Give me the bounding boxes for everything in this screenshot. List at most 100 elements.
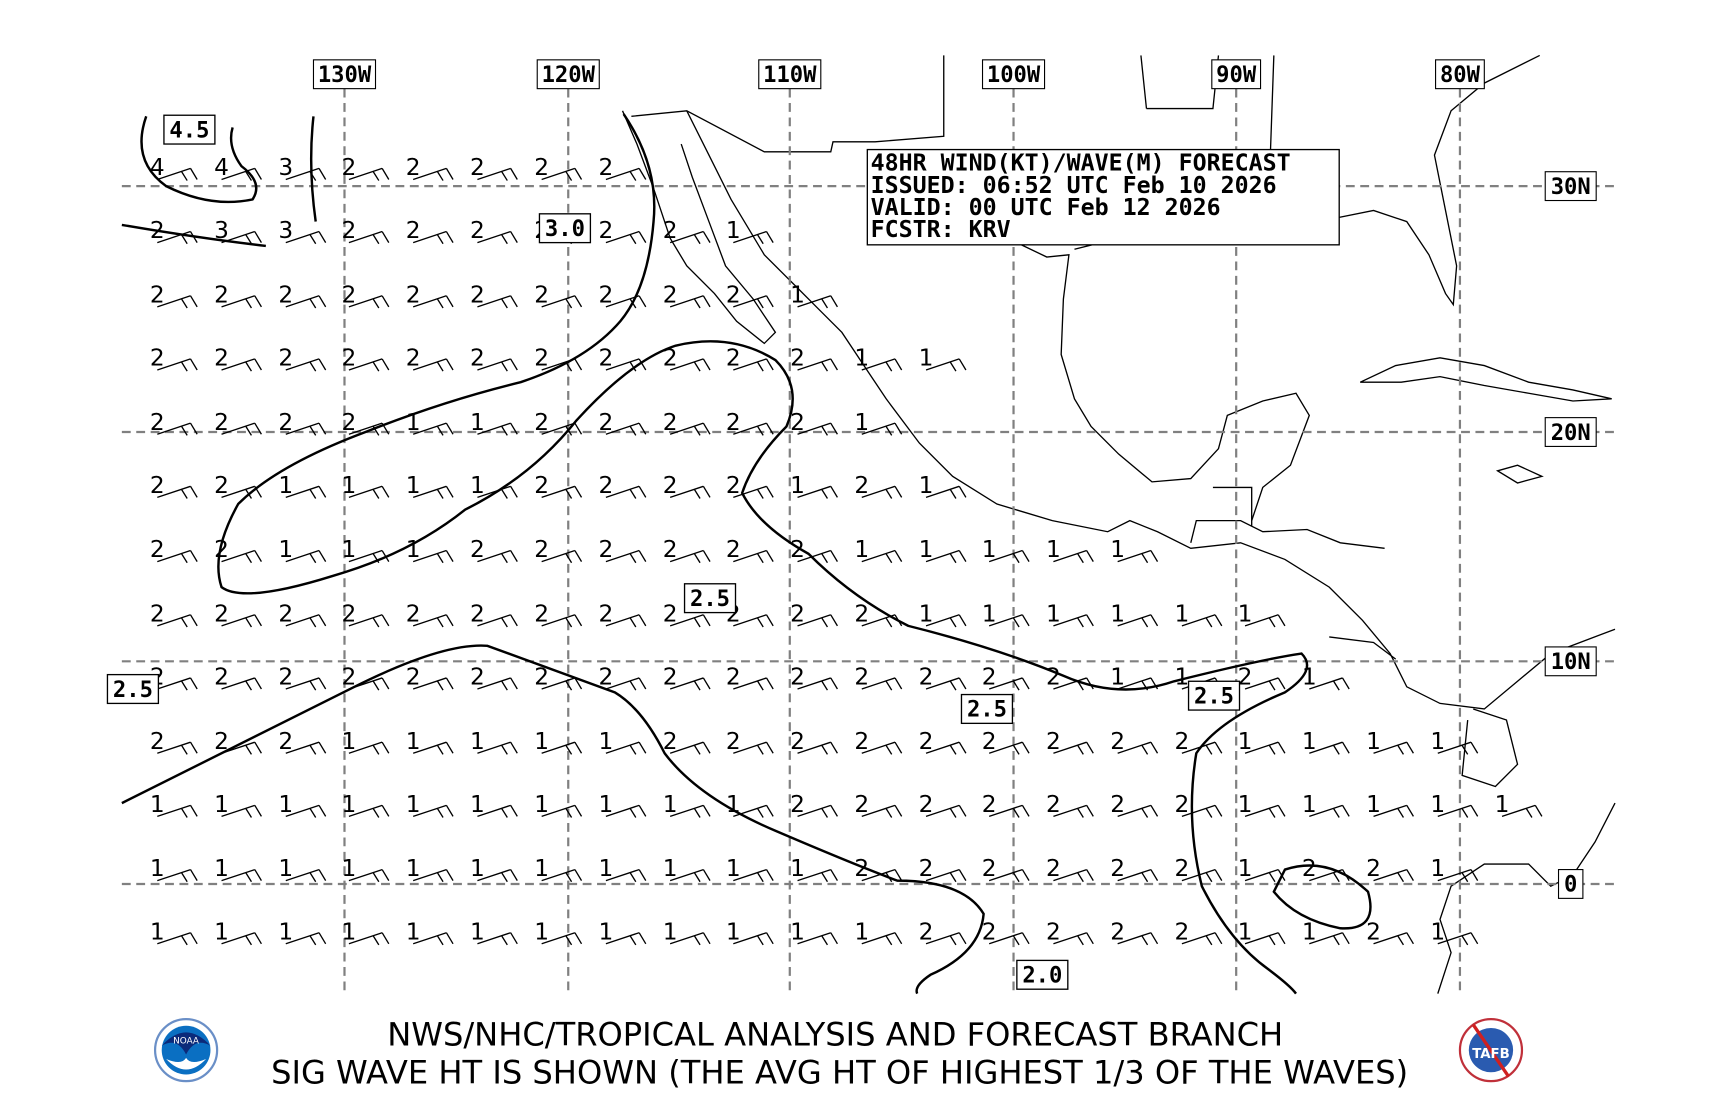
wave-height-value: 1	[919, 345, 934, 372]
lon-label-box	[758, 59, 822, 90]
wind-barb	[412, 167, 454, 181]
wind-barb	[1181, 614, 1223, 628]
wind-barb	[1244, 614, 1286, 628]
wave-height-value: 2	[150, 217, 165, 244]
contour-labels: 4.5 3.0 2.5 2.5 2.5 2.5 2.0	[106, 114, 1241, 990]
wave-height-value: 2	[919, 855, 934, 882]
wave-height-value: 2	[470, 345, 485, 372]
wind-barb	[157, 230, 198, 245]
lon-label: 110W	[763, 62, 817, 88]
wave-height-value: 1	[534, 918, 549, 945]
contour-label: 3.0	[545, 216, 585, 242]
wind-barb	[669, 804, 711, 818]
wind-barb	[285, 485, 327, 499]
wave-height-value: 2	[982, 728, 997, 755]
wind-barb	[605, 485, 647, 499]
wind-barb	[348, 932, 390, 946]
wind-barb	[541, 677, 583, 691]
wind-barb	[348, 741, 390, 755]
wave-height-value: 2	[599, 154, 614, 181]
wind-barb	[157, 358, 198, 372]
wind-barb	[1501, 804, 1543, 818]
lat-label: 30N	[1551, 174, 1591, 200]
wind-barb	[157, 295, 198, 309]
wave-height-value: 1	[470, 791, 485, 818]
wind-barb	[1053, 677, 1094, 691]
wind-barb	[477, 741, 518, 755]
wave-height-value: 1	[663, 918, 678, 945]
info-box: 48HR WIND(KT)/WAVE(M) FORECAST ISSUED: 0…	[866, 148, 1340, 246]
wind-barb	[348, 804, 390, 818]
wave-height-value: 2	[919, 791, 934, 818]
wind-barb	[925, 614, 967, 628]
wind-barb	[797, 741, 838, 755]
south-america-coast	[1437, 708, 1616, 994]
wind-barb	[1053, 549, 1094, 564]
footer-line-2: SIG WAVE HT IS SHOWN (THE AVG HT OF HIGH…	[271, 1053, 1408, 1091]
wave-height-value: 2	[470, 536, 485, 563]
wind-barb	[1309, 804, 1350, 818]
wind-barb	[605, 358, 647, 372]
contour-label: 2.0	[1022, 963, 1062, 989]
contour-label-box	[1187, 680, 1241, 711]
wind-barb	[221, 932, 262, 946]
wave-height-value: 1	[406, 918, 421, 945]
wind-barb	[669, 741, 711, 755]
wave-height-value: 2	[342, 345, 357, 372]
wind-barb	[669, 295, 711, 309]
wave-height-value: 1	[1238, 918, 1253, 945]
wave-height-value: 2	[534, 281, 549, 308]
wave-height-value: 1	[470, 472, 485, 499]
wind-barb	[477, 868, 518, 883]
contour-label: 4.5	[169, 117, 209, 143]
wave-height-value: 1	[919, 536, 934, 563]
wind-barb	[861, 804, 903, 818]
wind-barb	[157, 614, 198, 628]
wave-height-value: 2	[663, 728, 678, 755]
wind-barb	[861, 741, 903, 755]
wave-height-value: 2	[1046, 664, 1061, 691]
wind-barb	[285, 358, 327, 372]
footer-line-1: NWS/NHC/TROPICAL ANALYSIS AND FORECAST B…	[387, 1016, 1283, 1054]
wave-height-value: 1	[470, 855, 485, 882]
wave-height-value: 2	[854, 728, 869, 755]
wave-height-value: 2	[1110, 855, 1125, 882]
wind-barb	[605, 167, 647, 181]
wind-barb	[861, 358, 903, 372]
wind-barbs	[157, 167, 1543, 946]
wave-height-value: 2	[470, 217, 485, 244]
wave-height-value: 2	[1046, 791, 1061, 818]
jamaica	[1495, 464, 1544, 484]
wind-barb	[861, 677, 903, 691]
wave-height-value: 1	[1430, 791, 1445, 818]
wind-barb	[733, 741, 774, 755]
wave-height-value: 1	[1302, 918, 1317, 945]
wind-barb	[1117, 932, 1159, 946]
contour-2-5	[121, 644, 985, 995]
wave-height-value: 2	[790, 664, 805, 691]
wind-barb	[412, 677, 454, 691]
wind-barb	[348, 358, 390, 372]
wave-height-value: 2	[599, 217, 614, 244]
wind-barb	[541, 167, 583, 181]
wind-barb	[925, 358, 967, 372]
wave-height-value: 2	[1175, 791, 1190, 818]
wave-height-value: 2	[534, 345, 549, 372]
wind-barb	[1373, 804, 1414, 818]
wave-height-value: 1	[1430, 855, 1445, 882]
wave-height-value: 1	[790, 472, 805, 499]
wave-height-value: 2	[534, 664, 549, 691]
lon-label-box	[981, 59, 1046, 90]
wave-height-value: 2	[726, 728, 741, 755]
wind-barb	[733, 295, 774, 309]
gulf-coast	[1018, 243, 1311, 521]
wind-barb	[348, 485, 390, 499]
wind-barb	[669, 358, 711, 372]
wave-height-value: 1	[982, 600, 997, 627]
wind-barb	[285, 549, 327, 564]
wave-height-value: 1	[790, 855, 805, 882]
wind-barb	[1053, 804, 1094, 818]
wind-barb	[221, 358, 262, 372]
wind-barb	[861, 485, 903, 499]
